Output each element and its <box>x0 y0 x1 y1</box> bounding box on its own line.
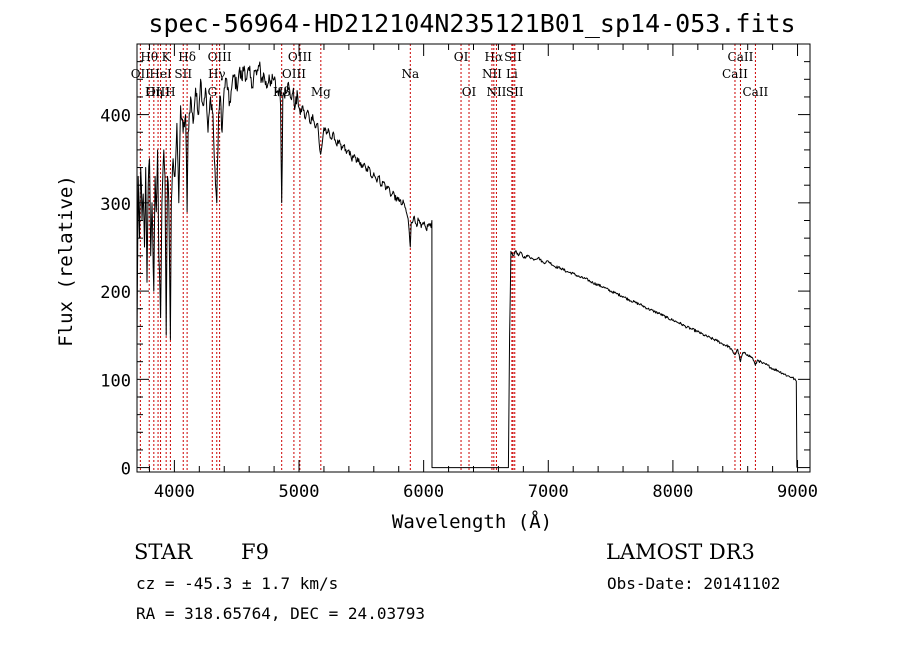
plot-frame <box>136 43 811 473</box>
line-marker-label: H <box>165 85 175 99</box>
line-marker-label: Hθ <box>140 50 158 64</box>
line-marker-label: SII <box>504 50 522 64</box>
line-marker-label: OIII <box>282 67 306 81</box>
line-marker-label: Hδ <box>178 50 196 64</box>
line-marker-label: Mg <box>311 85 331 99</box>
spectrum-line <box>136 61 798 469</box>
line-marker-label: SII <box>174 67 192 81</box>
object-subclass: F9 <box>241 540 269 564</box>
line-marker-label: OI <box>454 50 469 64</box>
line-marker-label: OI <box>462 85 477 99</box>
chart-title: spec-56964-HD212104N235121B01_sp14-053.f… <box>148 9 795 38</box>
line-marker-label: OIII <box>288 50 312 64</box>
line-marker-label: SII <box>506 85 524 99</box>
x-tick-label: 7000 <box>528 482 569 502</box>
line-marker-label: CaII <box>742 85 768 99</box>
y-axis-label: Flux (relative) <box>55 175 77 347</box>
x-tick-label: 9000 <box>777 482 818 502</box>
line-marker-label: CaII <box>728 50 754 64</box>
line-marker-label: Li <box>506 67 518 81</box>
y-tick-label: 400 <box>100 107 131 127</box>
y-tick-label: 100 <box>100 371 131 391</box>
x-tick-label: 8000 <box>652 482 693 502</box>
line-marker-label: OIII <box>208 50 232 64</box>
line-marker-label: OIII <box>146 85 170 99</box>
line-marker-label: K <box>162 50 172 64</box>
x-tick-label: 5000 <box>279 482 320 502</box>
line-marker-label: Hα <box>485 50 504 64</box>
x-tick-label: 6000 <box>403 482 444 502</box>
line-marker-label: CaII <box>722 67 748 81</box>
line-marker-label: Hβ <box>273 85 290 99</box>
y-tick-label: 0 <box>121 460 131 480</box>
line-marker-label: HeI <box>149 67 172 81</box>
x-axis-label: Wavelength (Å) <box>392 510 552 533</box>
line-marker-label: NII <box>486 85 506 99</box>
obs-date: Obs-Date: 20141102 <box>607 574 780 593</box>
line-marker-label: NII <box>482 67 502 81</box>
y-tick-label: 200 <box>100 283 131 303</box>
y-tick-label: 300 <box>100 195 131 215</box>
axis-ticks: 4000 5000 6000 7000 8000 9000 0 100 200 300 400 <box>100 44 818 502</box>
line-marker-label: Hη <box>145 85 163 99</box>
survey-name: LAMOST DR3 <box>606 540 755 564</box>
spectrum-series <box>136 61 798 469</box>
x-tick-label: 4000 <box>154 482 195 502</box>
line-marker-label: Na <box>401 67 419 81</box>
line-marker-label: Hγ <box>208 67 226 81</box>
redshift-text: cz = -45.3 ± 1.7 km/s <box>136 574 338 593</box>
line-marker-label: OII <box>131 67 151 81</box>
coordinates: RA = 318.65764, DEC = 24.03793 <box>136 604 425 623</box>
object-class: STAR <box>134 540 193 564</box>
line-marker-label: G <box>207 85 217 99</box>
